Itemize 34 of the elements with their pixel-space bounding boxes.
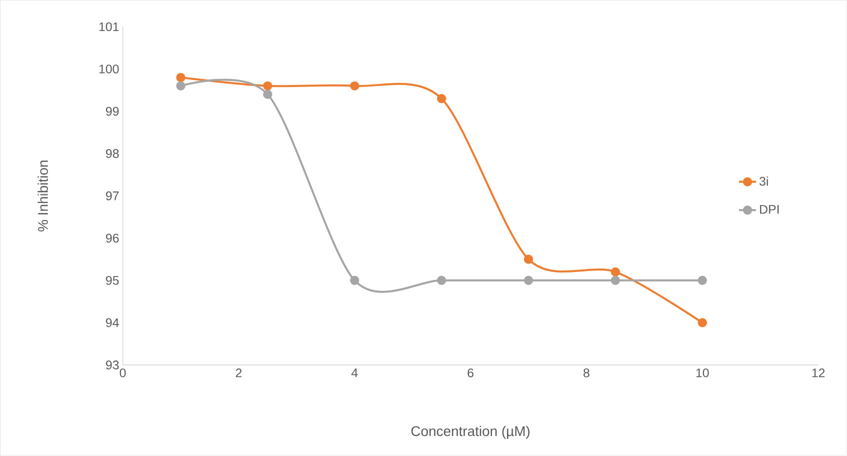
y-tick-label: 98: [106, 149, 119, 158]
x-tick-label: 6: [468, 368, 474, 378]
point: [610, 276, 620, 286]
y-tick-label: 101: [99, 22, 119, 32]
point: [263, 81, 272, 91]
x-tick-label: 12: [812, 368, 825, 378]
point: [350, 81, 360, 91]
legend-label: 3i: [759, 176, 768, 186]
y-tick-label: 94: [106, 318, 119, 328]
legend-label: DPI: [760, 205, 779, 214]
x-tick-label: 4: [351, 368, 358, 378]
point: [524, 254, 534, 264]
y-tick-label: 100: [99, 64, 119, 74]
y-tick-label: 93: [106, 360, 119, 370]
point: [436, 94, 446, 104]
x-tick-label: 0: [120, 368, 126, 378]
point: [698, 318, 707, 328]
point: [263, 90, 272, 100]
point: [610, 267, 620, 277]
y-tick-label: 97: [106, 192, 119, 200]
x-tick-label: 2: [236, 368, 242, 378]
point: [176, 73, 186, 82]
point: [698, 276, 707, 286]
y-tick-label: 95: [106, 276, 119, 285]
point: [524, 276, 534, 286]
point: [350, 276, 360, 286]
x-axis-title: Concentration (µM): [411, 426, 530, 440]
x-tick-label: 10: [696, 368, 709, 378]
point: [436, 276, 446, 286]
y-axis-title: % Inhibition: [38, 160, 48, 232]
y-tick-label: 99: [106, 107, 119, 116]
x-tick-label: 8: [584, 368, 590, 378]
point: [176, 81, 186, 91]
y-tick-label: 96: [106, 234, 119, 243]
